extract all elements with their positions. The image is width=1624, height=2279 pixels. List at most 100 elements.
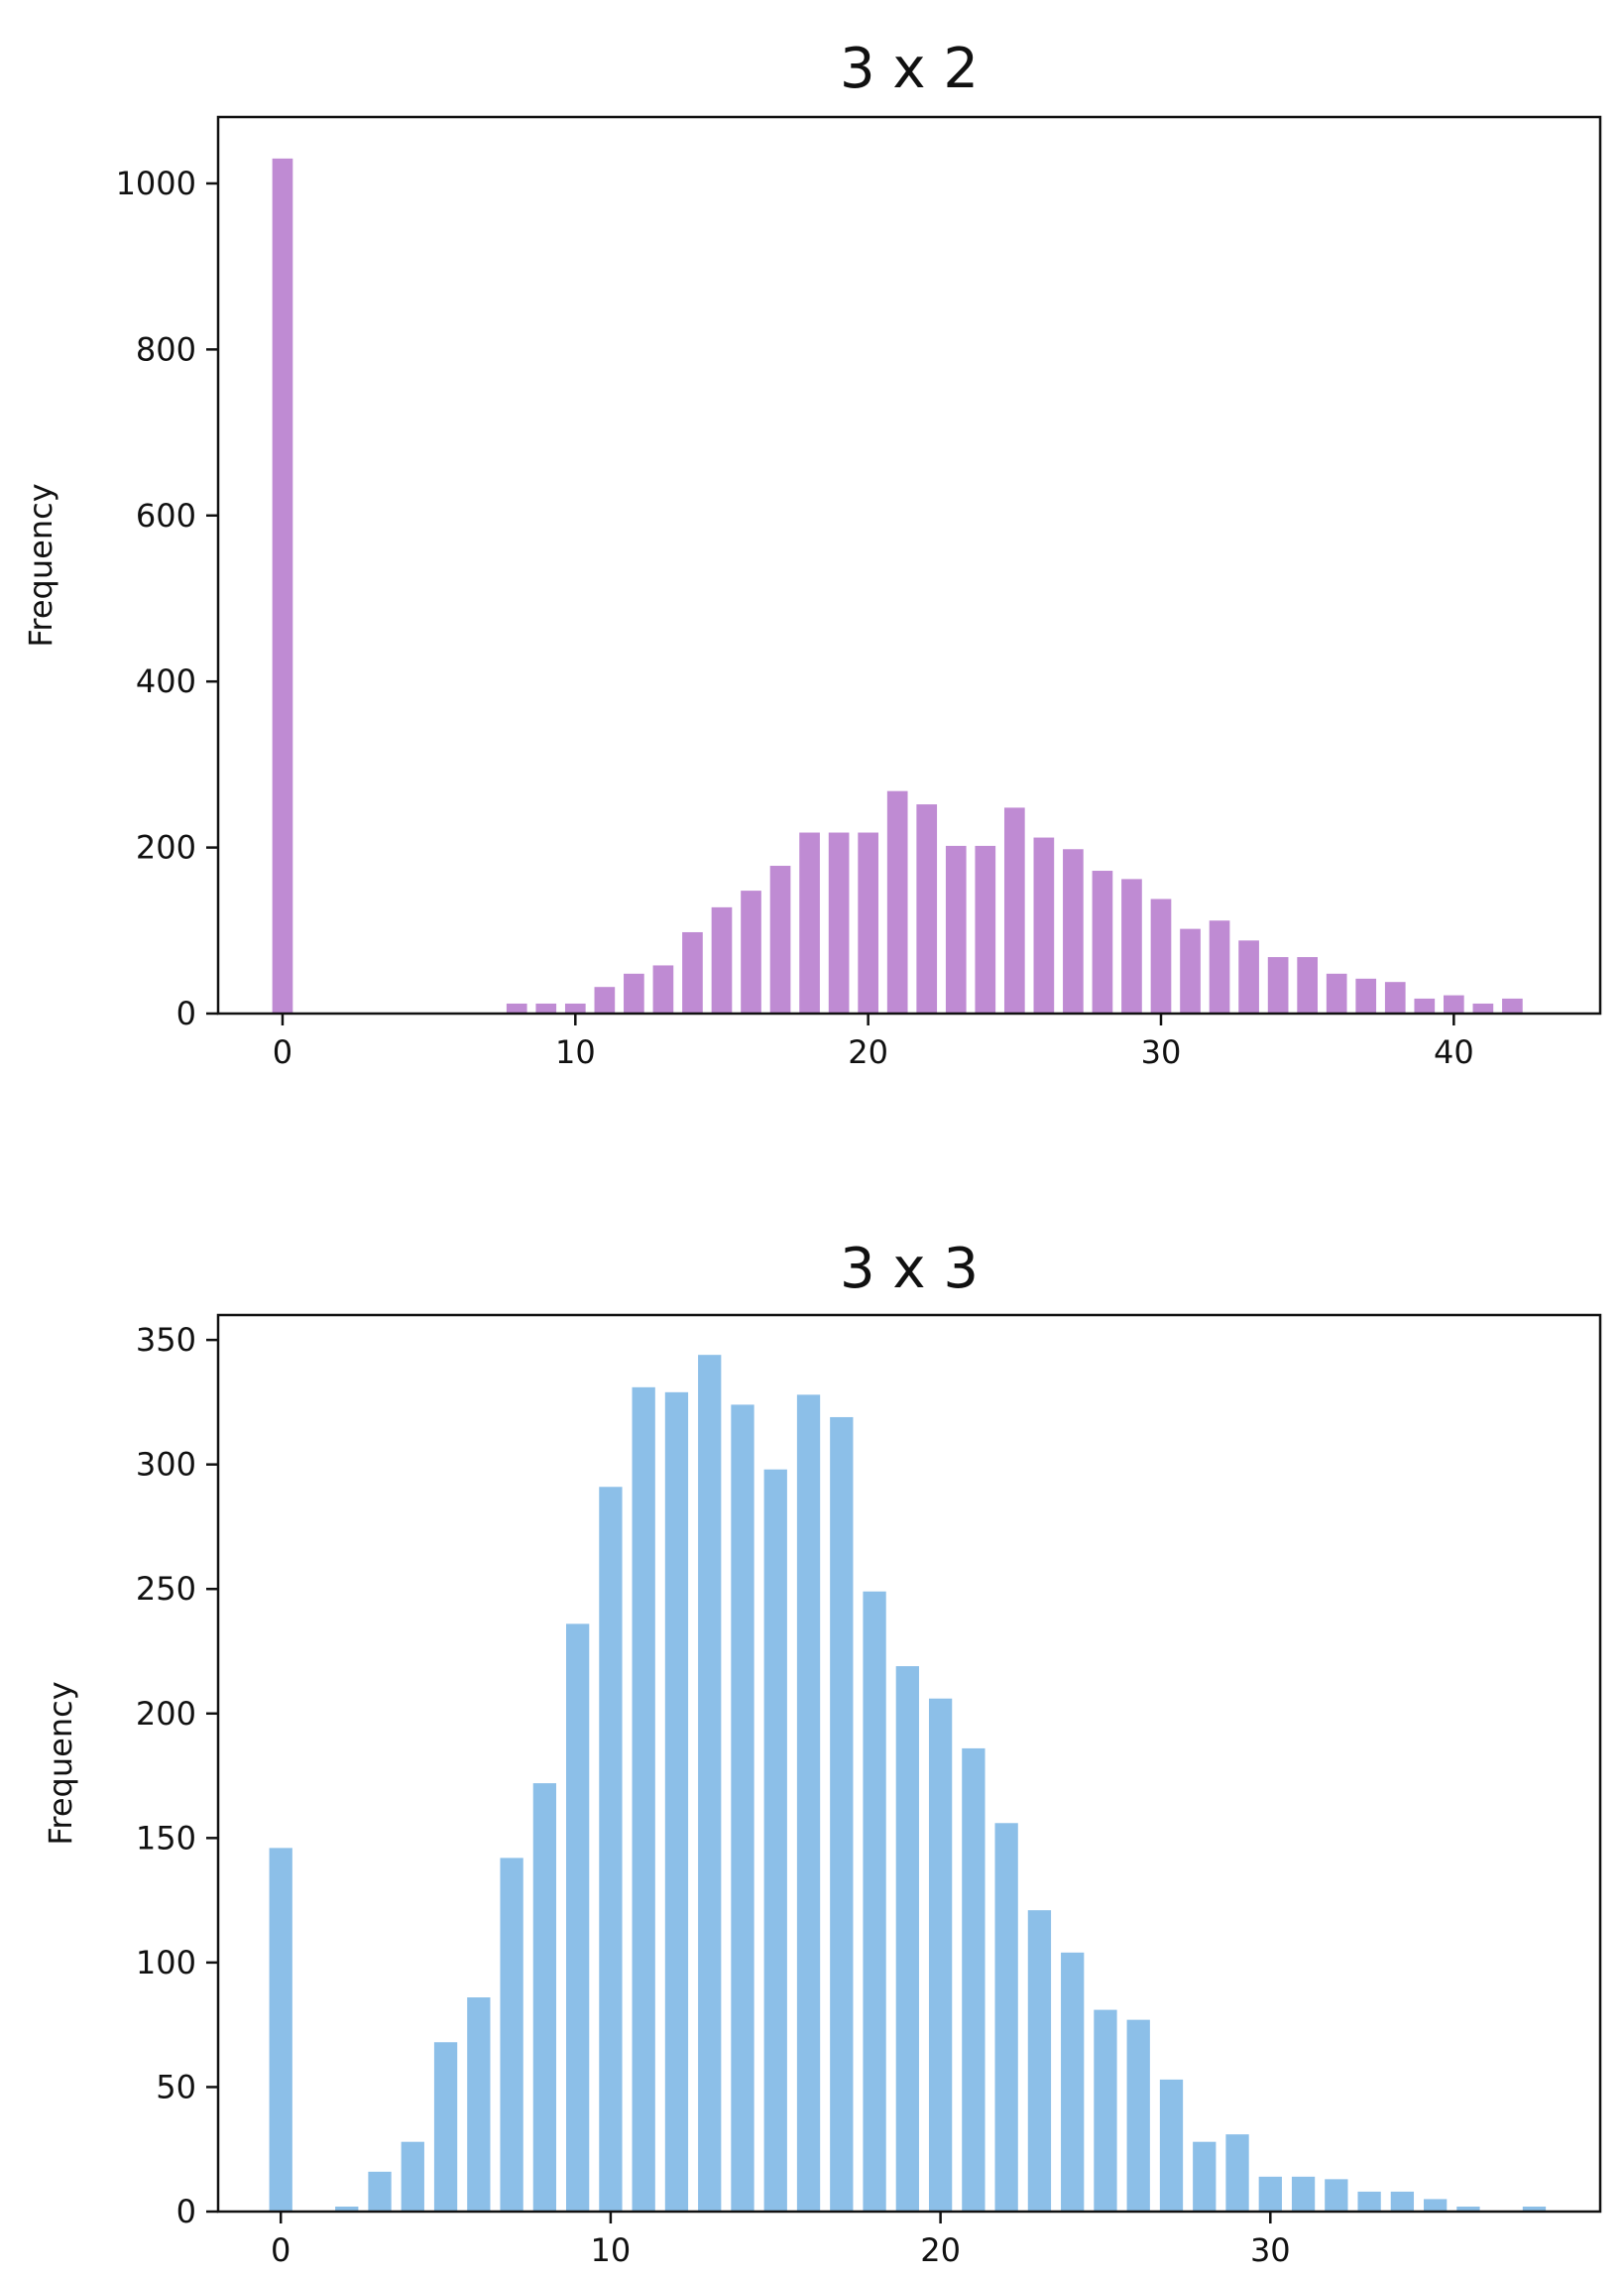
bar <box>994 1823 1018 2212</box>
bar <box>1297 957 1318 1014</box>
y-tick-label: 0 <box>176 2193 196 2230</box>
bar <box>711 906 733 1014</box>
plot-frame <box>216 115 1602 1016</box>
bar <box>1357 2191 1381 2212</box>
y-tick-label: 200 <box>136 1695 196 1733</box>
bar <box>335 2206 359 2212</box>
bar <box>928 1698 953 2212</box>
x-tick-label: 0 <box>271 2231 290 2269</box>
bar <box>652 965 674 1014</box>
y-tick-label: 300 <box>136 1446 196 1484</box>
y-tick-label: 50 <box>156 2068 196 2105</box>
bar <box>886 790 908 1014</box>
bar <box>272 158 293 1015</box>
x-tick-label: 10 <box>591 2231 632 2269</box>
y-tick-label: 200 <box>136 829 196 867</box>
bar <box>1033 837 1055 1014</box>
bar <box>1092 871 1113 1014</box>
bar <box>1225 2134 1249 2212</box>
bar <box>1061 1952 1085 2212</box>
bar <box>975 845 996 1014</box>
bar <box>863 1591 886 2212</box>
bar <box>368 2171 392 2212</box>
bar <box>1180 928 1201 1014</box>
bar <box>632 1386 655 2212</box>
y-tick-label: 150 <box>136 1819 196 1857</box>
bar <box>1094 2009 1117 2212</box>
x-tick-label: 10 <box>555 1033 596 1071</box>
bar <box>1267 957 1289 1014</box>
y-tick-label: 100 <box>136 1944 196 1981</box>
bar <box>1472 1003 1494 1014</box>
bar <box>564 1003 586 1014</box>
x-tick-label: 30 <box>1141 1033 1182 1071</box>
bar <box>1258 2176 1282 2212</box>
y-tick-label: 600 <box>136 497 196 535</box>
y-tick-label: 1000 <box>116 165 196 202</box>
x-tick-label: 0 <box>273 1033 292 1071</box>
bar <box>532 1783 557 2212</box>
bar <box>698 1355 722 2212</box>
bar <box>500 1858 523 2212</box>
bar <box>467 1997 491 2212</box>
bar <box>731 1404 754 2212</box>
bar <box>799 832 820 1014</box>
bar <box>1121 879 1142 1014</box>
x-tick-label: 30 <box>1250 2231 1291 2269</box>
y-tick-label: 350 <box>136 1321 196 1359</box>
y-tick-label: 250 <box>136 1570 196 1608</box>
bar <box>796 1394 821 2212</box>
bar <box>1325 2179 1348 2212</box>
x-tick-label: 20 <box>848 1033 888 1071</box>
bar <box>1003 807 1025 1014</box>
bar <box>1193 2141 1217 2212</box>
bar <box>566 1623 590 2212</box>
bar <box>916 804 938 1014</box>
chart-title: 3 x 2 <box>840 37 979 101</box>
bar <box>594 987 616 1014</box>
y-tick-label: 400 <box>136 662 196 700</box>
bar <box>1291 2176 1316 2212</box>
x-tick-label: 40 <box>1434 1033 1474 1071</box>
bar <box>895 1666 919 2212</box>
plot-frame <box>216 1313 1602 2214</box>
bar <box>1424 2199 1448 2212</box>
chart-title: 3 x 3 <box>840 1237 979 1301</box>
bar <box>1063 849 1084 1014</box>
bar <box>828 832 850 1014</box>
bar <box>624 973 644 1014</box>
bar <box>664 1391 689 2212</box>
bar <box>1150 899 1172 1014</box>
y-axis-label: Frequency <box>22 483 59 647</box>
bar <box>1502 998 1523 1014</box>
bar <box>535 1003 557 1014</box>
bar <box>1326 973 1347 1014</box>
y-axis-label: Frequency <box>42 1681 79 1845</box>
bar <box>1238 940 1259 1014</box>
bar <box>682 931 703 1014</box>
y-tick-label: 800 <box>136 330 196 368</box>
bar <box>945 845 967 1014</box>
bar <box>1355 978 1377 1014</box>
y-tick-label: 0 <box>176 995 196 1032</box>
bar <box>1443 995 1464 1014</box>
bar <box>1209 920 1230 1014</box>
bar <box>1126 2019 1150 2212</box>
bar <box>769 866 791 1014</box>
bar <box>741 891 761 1014</box>
bar <box>1159 2079 1184 2212</box>
bar <box>830 1416 854 2212</box>
bar <box>401 2141 424 2212</box>
bar <box>433 2042 458 2212</box>
bar <box>1414 998 1436 1014</box>
bar <box>506 1003 527 1014</box>
bar <box>1522 2206 1547 2212</box>
bar <box>858 832 878 1014</box>
bar <box>763 1469 787 2212</box>
bar <box>599 1487 623 2212</box>
bar <box>1456 2206 1480 2212</box>
